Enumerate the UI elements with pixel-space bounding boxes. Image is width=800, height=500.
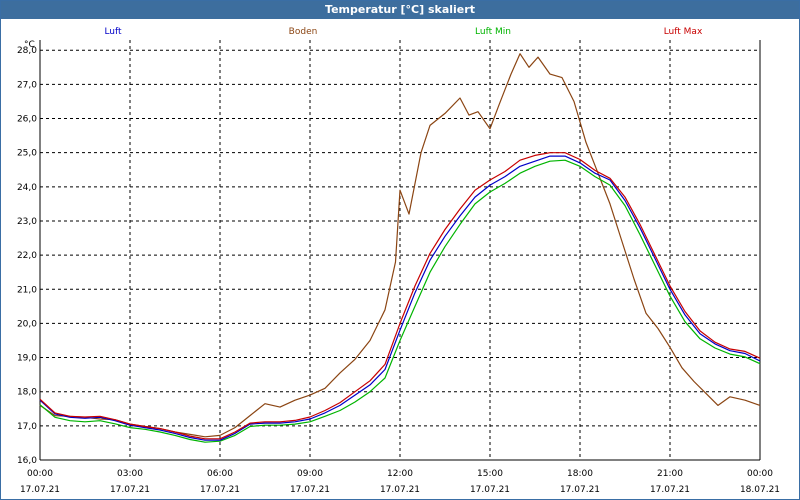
- window-title: Temperatur [°C] skaliert: [1, 1, 799, 19]
- y-tick-label: 25,0: [17, 149, 37, 159]
- y-tick-label: 20,0: [17, 319, 37, 329]
- grid: [40, 40, 760, 460]
- y-tick-label: 19,0: [17, 354, 37, 364]
- y-tick-label: 16,0: [17, 456, 37, 466]
- x-tick-date: 17.07.21: [20, 485, 60, 495]
- y-tick-label: 27,0: [17, 80, 37, 90]
- x-tick-time: 00:00: [747, 469, 773, 479]
- x-tick-date: 18.07.21: [740, 485, 780, 495]
- x-tick-time: 00:00: [27, 469, 53, 479]
- x-tick-date: 17.07.21: [380, 485, 420, 495]
- legend-boden: Boden: [289, 27, 318, 37]
- series-luft-line: [39, 155, 761, 441]
- y-tick-label: 23,0: [17, 217, 37, 227]
- x-tick-date: 17.07.21: [110, 485, 150, 495]
- x-tick-date: 17.07.21: [650, 485, 690, 495]
- x-tick-time: 12:00: [387, 469, 413, 479]
- series-luft-max-line: [39, 152, 761, 440]
- series-luft-min-line: [39, 159, 761, 443]
- y-tick-label: 26,0: [17, 115, 37, 125]
- x-tick-time: 03:00: [117, 469, 143, 479]
- axes: 16,0 17,0 18,0 19,0 20,0 21,0 22,0 23,0 24,0 25,0…: [17, 40, 780, 495]
- y-tick-label: 22,0: [17, 251, 37, 261]
- y-tick-label: 24,0: [17, 183, 37, 193]
- legend-luft: Luft: [104, 27, 122, 37]
- x-tick-time: 06:00: [207, 469, 233, 479]
- legend-luft-min: Luft Min: [475, 27, 511, 37]
- data-series: [39, 53, 761, 443]
- x-tick-time: 15:00: [477, 469, 503, 479]
- legend-luft-max: Luft Max: [664, 27, 703, 37]
- y-tick-label: 21,0: [17, 285, 37, 295]
- x-tick-date: 17.07.21: [470, 485, 510, 495]
- x-tick-time: 21:00: [657, 469, 683, 479]
- x-tick-time: 18:00: [567, 469, 593, 479]
- x-tick-date: 17.07.21: [560, 485, 600, 495]
- x-tick-date: 17.07.21: [200, 485, 240, 495]
- y-tick-label: 18,0: [17, 388, 37, 398]
- y-axis-unit: °C: [24, 40, 35, 50]
- y-tick-label: 28,0: [17, 46, 37, 56]
- legend: Luft Boden Luft Min Luft Max: [104, 27, 703, 37]
- x-tick-date: 17.07.21: [290, 485, 330, 495]
- y-tick-label: 17,0: [17, 422, 37, 432]
- x-tick-time: 09:00: [297, 469, 323, 479]
